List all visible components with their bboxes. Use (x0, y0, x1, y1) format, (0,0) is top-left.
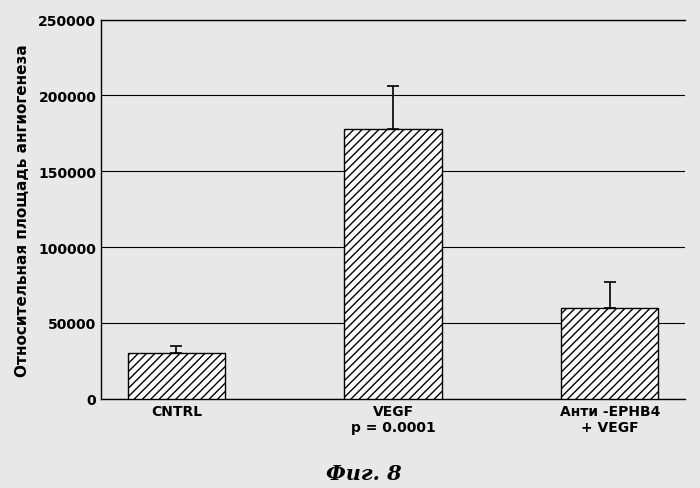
Text: Фиг. 8: Фиг. 8 (326, 463, 402, 483)
Bar (561, 308, 659, 399)
Bar (127, 354, 225, 399)
Y-axis label: Относительная площадь ангиогенеза: Относительная площадь ангиогенеза (15, 44, 30, 376)
Bar (344, 129, 442, 399)
